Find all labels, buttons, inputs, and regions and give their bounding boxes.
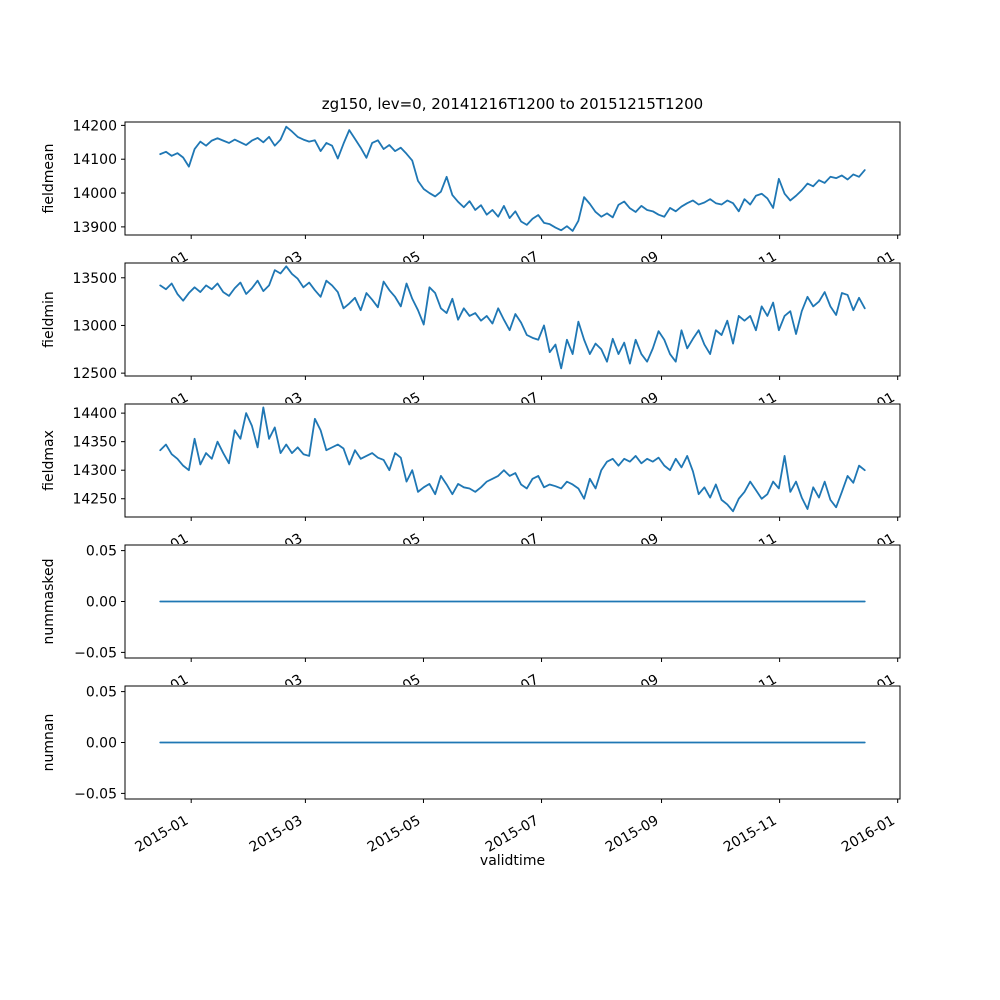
x-tick-label: 2015-07 bbox=[483, 531, 542, 574]
series-line-fieldmean bbox=[159, 125, 866, 232]
x-tick-labels: 2015-01 2015-03 2015-05 2015-07 2015-09 2015-… bbox=[133, 531, 898, 574]
x-tick-label: 2015-05 bbox=[365, 813, 424, 856]
y-tick-label: 14300 bbox=[72, 463, 117, 479]
figure-title: zg150, lev=0, 20141216T1200 to 20151215T… bbox=[321, 95, 704, 113]
x-tick-label: 2015-03 bbox=[247, 531, 306, 574]
x-tick-label: 2015-01 bbox=[133, 813, 192, 856]
y-axis-title: fieldmean bbox=[41, 144, 57, 214]
y-axis-title: nummasked bbox=[41, 558, 57, 644]
y-tick-label: 14400 bbox=[72, 406, 117, 422]
series-line-fieldmin bbox=[159, 265, 866, 370]
y-tick-label: 0.05 bbox=[86, 544, 117, 560]
axes-border bbox=[124, 403, 901, 518]
x-tick-label: 2015-03 bbox=[247, 813, 306, 856]
x-tick-label: 2015-01 bbox=[133, 672, 192, 715]
x-tick-label: 2015-05 bbox=[365, 249, 424, 292]
x-tick-label: 2015-01 bbox=[133, 531, 192, 574]
y-tick-label: 0.00 bbox=[86, 736, 117, 752]
x-tick-label: 2015-09 bbox=[603, 531, 662, 574]
y-tick-label: 12500 bbox=[72, 366, 117, 382]
x-tick-label: 2015-05 bbox=[365, 390, 424, 433]
x-tick-label: 2015-05 bbox=[365, 672, 424, 715]
y-tick-label: 13900 bbox=[72, 220, 117, 236]
x-tick-label: 2015-03 bbox=[247, 672, 306, 715]
x-tick-label: 2015-07 bbox=[483, 813, 542, 856]
y-tick-label: 0.05 bbox=[86, 685, 117, 701]
x-tick-label: 2015-09 bbox=[603, 813, 662, 856]
x-tick-label: 2015-11 bbox=[721, 813, 780, 856]
x-tick-label: 2015-07 bbox=[483, 249, 542, 292]
axes-border bbox=[124, 262, 901, 377]
y-axis-title: fieldmax bbox=[41, 430, 57, 491]
x-tick-label: 2016-01 bbox=[839, 531, 898, 574]
subplot-numnan: −0.05 0.00 0.05 numnan 2015-01 2015-03 2015-05… bbox=[41, 685, 901, 856]
x-tick-labels: 2015-01 2015-03 2015-05 2015-07 2015-09 2015-… bbox=[133, 249, 898, 292]
y-axis-title: numnan bbox=[41, 714, 57, 772]
x-tick-label: 2015-01 bbox=[133, 249, 192, 292]
y-axis-title: fieldmin bbox=[41, 291, 57, 348]
axes-border bbox=[124, 121, 901, 236]
series-line-fieldmax bbox=[159, 406, 866, 513]
x-tick-labels: 2015-01 2015-03 2015-05 2015-07 2015-09 2015-… bbox=[133, 813, 898, 856]
y-tick-label: 14200 bbox=[72, 118, 117, 134]
x-tick-label: 2015-03 bbox=[247, 390, 306, 433]
x-tick-label: 2016-01 bbox=[839, 249, 898, 292]
y-tick-label: 14350 bbox=[72, 435, 117, 451]
subplot-fieldmean: 13900 14000 14100 14200 fieldmean 2015-01 2015… bbox=[41, 118, 901, 292]
x-tick-label: 2015-01 bbox=[133, 390, 192, 433]
x-tick-label: 2015-09 bbox=[603, 390, 662, 433]
x-tick-labels: 2015-01 2015-03 2015-05 2015-07 2015-09 2015-… bbox=[133, 672, 898, 715]
x-tick-label: 2015-11 bbox=[721, 672, 780, 715]
y-tick-label: −0.05 bbox=[74, 786, 117, 802]
x-tick-label: 2015-09 bbox=[603, 672, 662, 715]
y-tick-label: 14100 bbox=[72, 152, 117, 168]
x-tick-label: 2016-01 bbox=[839, 672, 898, 715]
y-tick-label: 13500 bbox=[72, 271, 117, 287]
y-tick-label: 0.00 bbox=[86, 595, 117, 611]
x-tick-label: 2015-11 bbox=[721, 249, 780, 292]
x-tick-label: 2016-01 bbox=[839, 390, 898, 433]
x-axis-label: validtime bbox=[479, 853, 546, 869]
x-tick-label: 2015-05 bbox=[365, 531, 424, 574]
y-tick-label: 14250 bbox=[72, 492, 117, 508]
x-tick-label: 2015-11 bbox=[721, 390, 780, 433]
x-tick-label: 2015-07 bbox=[483, 390, 542, 433]
y-tick-label: 13000 bbox=[72, 318, 117, 334]
x-tick-labels: 2015-01 2015-03 2015-05 2015-07 2015-09 2015-… bbox=[133, 390, 898, 433]
x-tick-label: 2015-11 bbox=[721, 531, 780, 574]
x-tick-label: 2015-09 bbox=[603, 249, 662, 292]
x-tick-label: 2015-07 bbox=[483, 672, 542, 715]
y-tick-label: 14000 bbox=[72, 186, 117, 202]
y-tick-label: −0.05 bbox=[74, 645, 117, 661]
x-tick-label: 2016-01 bbox=[839, 813, 898, 856]
